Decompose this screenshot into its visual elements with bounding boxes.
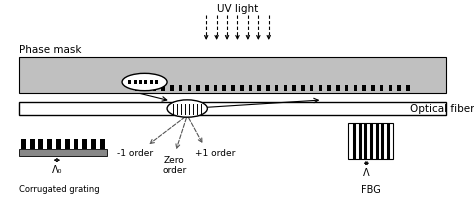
Bar (275, 85, 278, 91)
Text: Corrugated grating: Corrugated grating (19, 185, 100, 194)
Bar (348, 123, 393, 159)
Bar (145, 80, 147, 84)
Bar (144, 85, 147, 91)
Bar (19, 149, 107, 156)
Ellipse shape (122, 73, 167, 91)
Bar (240, 85, 244, 91)
Bar (21, 139, 26, 150)
Bar (19, 102, 446, 115)
Bar (301, 85, 305, 91)
Bar (380, 85, 383, 91)
Bar (139, 80, 142, 84)
Text: Optical fiber: Optical fiber (410, 103, 474, 114)
Bar (406, 85, 410, 91)
Bar (155, 80, 158, 84)
Bar (328, 85, 331, 91)
Bar (205, 85, 209, 91)
Bar (310, 85, 313, 91)
Ellipse shape (167, 100, 208, 117)
Text: +1 order: +1 order (195, 149, 236, 158)
Bar (345, 85, 348, 91)
Bar (283, 85, 287, 91)
Bar (292, 85, 296, 91)
Bar (397, 85, 401, 91)
Bar (38, 139, 43, 150)
Bar (73, 139, 78, 150)
Text: -1 order: -1 order (117, 149, 153, 158)
Bar (354, 85, 357, 91)
Text: Λ: Λ (363, 168, 370, 178)
Text: Zero
order: Zero order (162, 156, 187, 175)
Bar (249, 85, 252, 91)
Bar (196, 85, 200, 91)
Bar (161, 85, 165, 91)
Bar (319, 85, 322, 91)
Bar (82, 139, 87, 150)
Bar (135, 85, 138, 91)
Bar (100, 139, 105, 150)
Bar (150, 80, 153, 84)
Bar (91, 139, 96, 150)
Bar (56, 139, 61, 150)
Text: FBG: FBG (361, 185, 381, 195)
Bar (19, 57, 446, 93)
Bar (257, 85, 261, 91)
Bar (222, 85, 226, 91)
Bar (371, 85, 374, 91)
Bar (179, 85, 182, 91)
Bar (362, 85, 366, 91)
Bar (170, 85, 173, 91)
Bar (188, 85, 191, 91)
Bar (153, 85, 156, 91)
Bar (65, 139, 70, 150)
Text: Phase mask: Phase mask (19, 45, 82, 55)
Bar (47, 139, 52, 150)
Text: UV light: UV light (217, 4, 258, 14)
Bar (389, 85, 392, 91)
Bar (231, 85, 235, 91)
Bar (336, 85, 340, 91)
Bar (128, 80, 131, 84)
Bar (214, 85, 217, 91)
Text: Λ₀: Λ₀ (52, 165, 62, 175)
Bar (266, 85, 270, 91)
Bar (30, 139, 35, 150)
Bar (134, 80, 137, 84)
